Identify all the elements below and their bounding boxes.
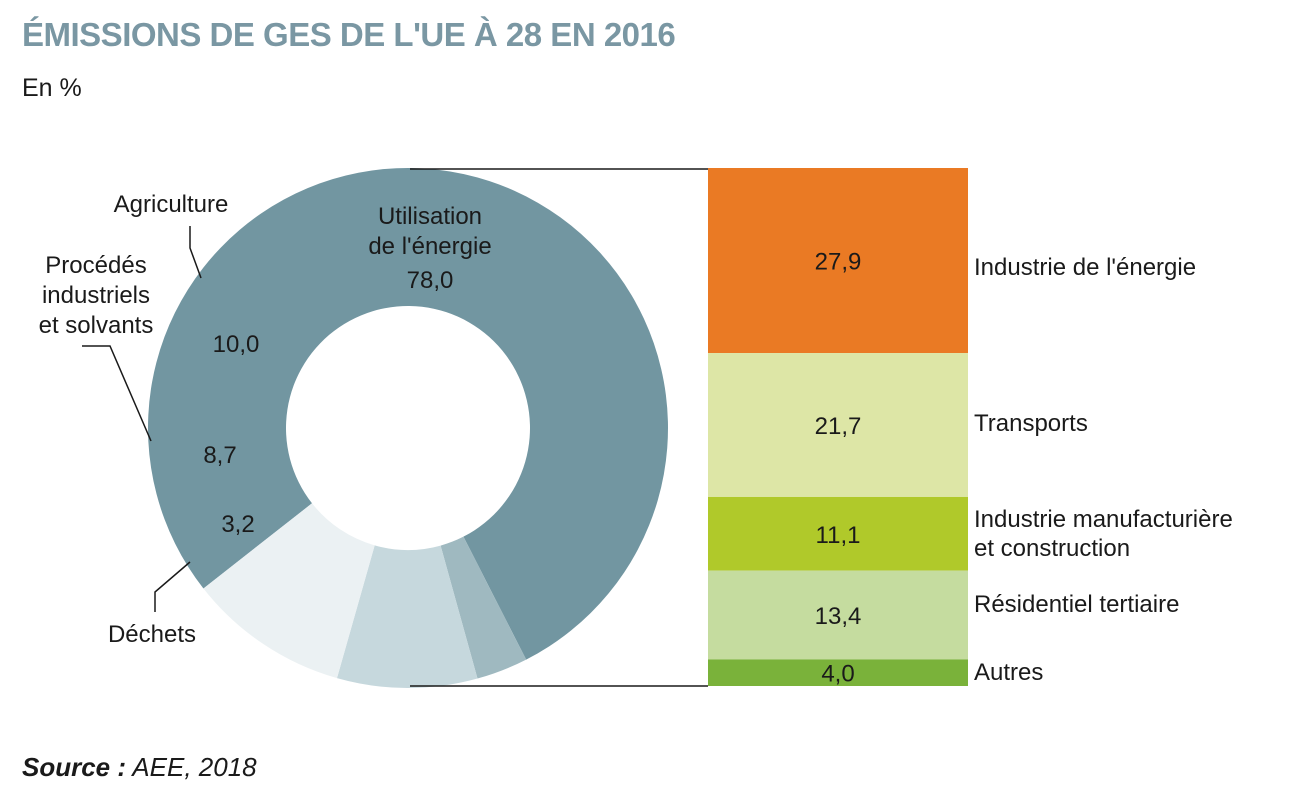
bar-value-industrie-manufacturiere-et-construction: 11,1	[816, 522, 861, 549]
donut-label-energie: Utilisation de l'énergie	[368, 203, 491, 260]
bar-value-industrie-de-l-energie: 27,9	[815, 249, 862, 276]
donut-value-agriculture: 10,0	[213, 331, 260, 358]
donut-label-dechets: Déchets	[108, 621, 196, 648]
bar-label-transports: Transports	[974, 410, 1088, 437]
bar-label-industrie-de-l-energie: Industrie de l'énergie	[974, 254, 1196, 281]
bar-value-autres: 4,0	[821, 661, 854, 688]
donut-value-utilisation-de-l-energie: 78,0	[407, 267, 454, 294]
bar-value-residentiel-tertiaire: 13,4	[815, 603, 862, 630]
donut-value-procedes-industriels-et-solvants: 8,7	[203, 442, 236, 469]
annotations: Utilisation de l'énergie Déchets Procédés in…	[39, 168, 708, 687]
donut-slice-procedes-industriels-et-solvants	[336, 545, 478, 688]
chart-subtitle: En %	[22, 74, 82, 102]
donut-slice-dechets	[440, 536, 527, 679]
bar-segment-industrie-manufacturiere-et-construction	[708, 496, 968, 571]
bar-label-residentiel-tertiaire: Résidentiel tertiaire	[974, 591, 1179, 618]
bar-value-transports: 21,7	[815, 413, 862, 440]
source-label: Source :	[22, 752, 127, 782]
bar-label-autres: Autres	[974, 659, 1043, 686]
donut-label-agriculture: Agriculture	[114, 191, 229, 218]
donut-slice-utilisation-de-l-energie	[147, 167, 668, 660]
donut-chart: 78,0 3,2 8,7 10,0	[147, 167, 668, 688]
donut-value-dechets: 3,2	[221, 511, 254, 538]
bar-segment-industrie-de-l-energie	[708, 168, 968, 354]
bar-segment-transports	[708, 353, 968, 497]
bar-label-industrie-manufacturiere-et-construction: Industrie manufacturière et construction	[974, 506, 1233, 562]
donut-label-procedes: Procédés industriels et solvants	[39, 252, 154, 339]
donut-slice-agriculture	[203, 503, 375, 679]
leader-agriculture	[189, 226, 202, 279]
chart-title: ÉMISSIONS DE GES DE L'UE À 28 EN 2016	[22, 16, 676, 53]
bar-segment-autres	[708, 659, 968, 686]
source-note: Source : AEE, 2018	[22, 752, 257, 783]
stacked-bar-chart: 27,9 Industrie de l'énergie 21,7 Transports…	[708, 168, 1233, 688]
source-text: AEE, 2018	[132, 752, 257, 782]
leader-dechets	[154, 561, 191, 612]
leader-procedes	[82, 345, 152, 442]
bar-segment-residentiel-tertiaire	[708, 570, 968, 660]
